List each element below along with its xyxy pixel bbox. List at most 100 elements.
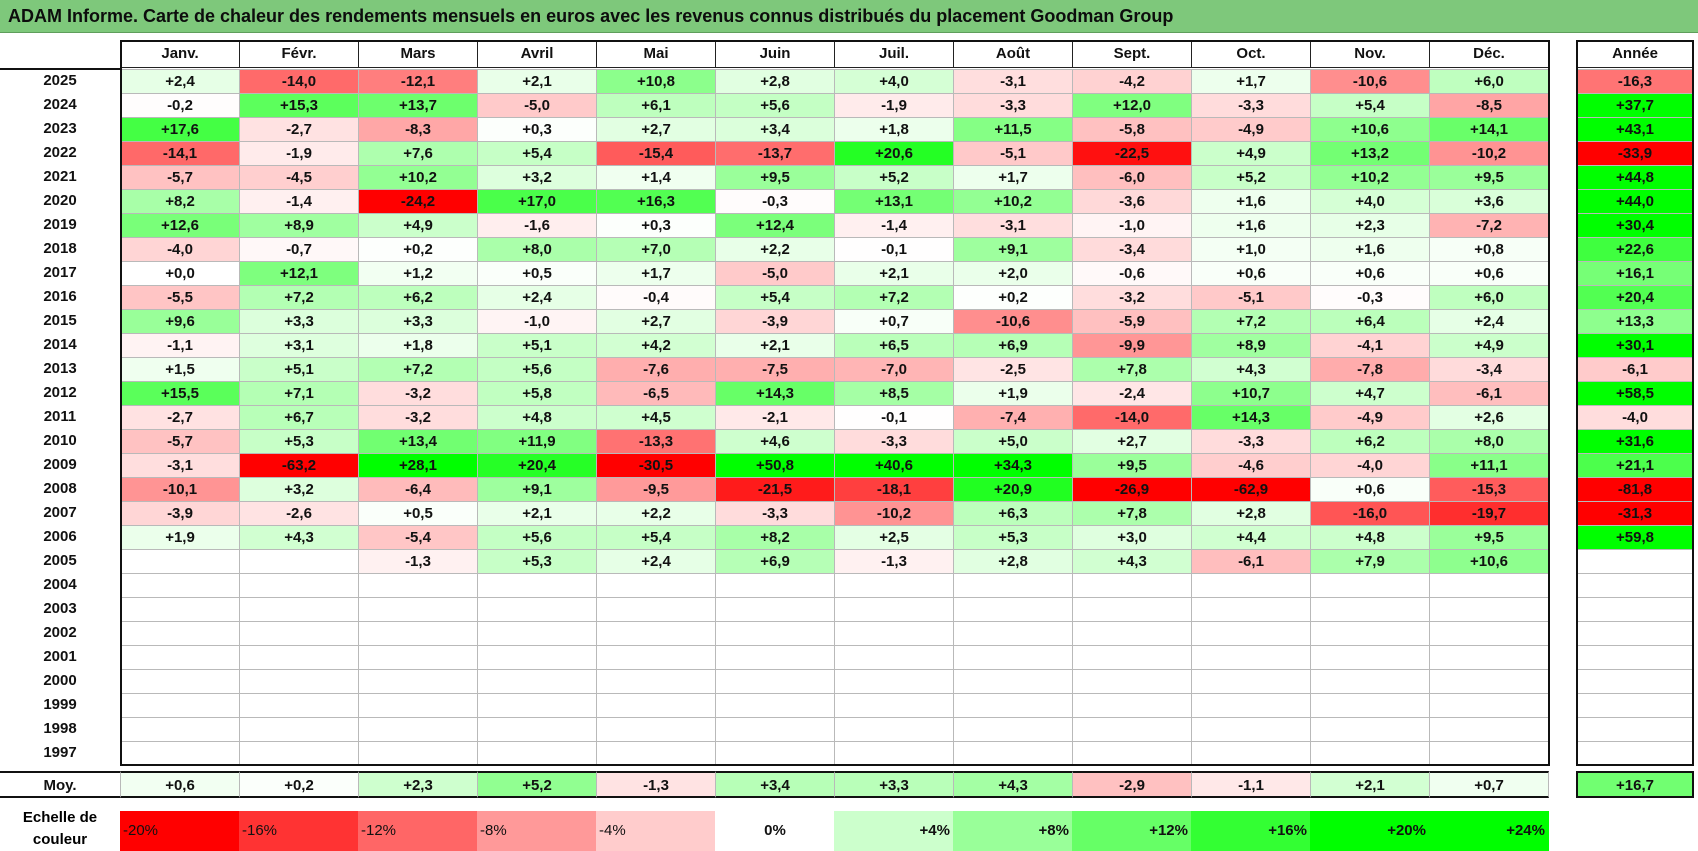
heatmap-cell: +1,7 bbox=[953, 165, 1073, 190]
average-cell: -1,3 bbox=[596, 771, 716, 798]
heatmap-cell: +4,0 bbox=[834, 69, 954, 94]
annual-cell bbox=[1576, 717, 1694, 742]
heatmap-cell: +2,8 bbox=[1191, 501, 1311, 526]
heatmap-cell: -4,1 bbox=[1310, 333, 1430, 358]
heatmap-cell: +1,6 bbox=[1191, 213, 1311, 238]
heatmap-cell: +1,7 bbox=[596, 261, 716, 286]
heatmap-cell: -1,3 bbox=[358, 549, 478, 574]
heatmap-cell bbox=[1310, 717, 1430, 742]
heatmap-cell: -5,1 bbox=[1191, 285, 1311, 310]
heatmap-cell: -3,2 bbox=[358, 381, 478, 406]
heatmap-cell bbox=[1429, 717, 1549, 742]
heatmap-cell bbox=[596, 621, 716, 646]
annual-cell: +44,0 bbox=[1576, 189, 1694, 214]
heatmap-cell: -4,2 bbox=[1072, 69, 1192, 94]
heatmap-cell bbox=[477, 693, 597, 718]
header-divider bbox=[0, 68, 120, 70]
heatmap-cell: +10,2 bbox=[358, 165, 478, 190]
color-scale-swatch: 0% bbox=[715, 811, 835, 851]
heatmap-cell: +7,2 bbox=[834, 285, 954, 310]
month-header: Sept. bbox=[1072, 40, 1192, 68]
heatmap-cell: -3,2 bbox=[1072, 285, 1192, 310]
heatmap-cell bbox=[358, 741, 478, 766]
heatmap-cell bbox=[834, 645, 954, 670]
year-label: 2013 bbox=[43, 360, 77, 377]
heatmap-cell bbox=[1072, 717, 1192, 742]
annual-cell bbox=[1576, 621, 1694, 646]
heatmap-cell bbox=[1310, 621, 1430, 646]
average-cell: -1,1 bbox=[1191, 771, 1311, 798]
heatmap-cell: -19,7 bbox=[1429, 501, 1549, 526]
year-label: 2021 bbox=[43, 168, 77, 185]
heatmap-cell: -7,2 bbox=[1429, 213, 1549, 238]
heatmap-cell: -1,4 bbox=[834, 213, 954, 238]
heatmap-cell bbox=[477, 741, 597, 766]
heatmap-cell: +6,2 bbox=[1310, 429, 1430, 454]
heatmap-cell: -3,9 bbox=[715, 309, 835, 334]
heatmap-cell: +4,0 bbox=[1310, 189, 1430, 214]
heatmap-cell: -4,6 bbox=[1191, 453, 1311, 478]
heatmap-cell: -0,7 bbox=[239, 237, 359, 262]
heatmap-cell: +4,4 bbox=[1191, 525, 1311, 550]
heatmap-cell: +10,2 bbox=[953, 189, 1073, 214]
heatmap-cell: +13,2 bbox=[1310, 141, 1430, 166]
heatmap-cell: -8,5 bbox=[1429, 93, 1549, 118]
average-cell: +5,2 bbox=[477, 771, 597, 798]
heatmap-cell bbox=[715, 645, 835, 670]
heatmap-cell: +1,5 bbox=[120, 357, 240, 382]
heatmap-cell bbox=[239, 669, 359, 694]
heatmap-cell: +0,2 bbox=[953, 285, 1073, 310]
heatmap-cell: -15,4 bbox=[596, 141, 716, 166]
color-scale-swatch: +4% bbox=[834, 811, 954, 851]
heatmap-cell bbox=[477, 573, 597, 598]
average-cell: +0,6 bbox=[120, 771, 240, 798]
heatmap-cell bbox=[715, 573, 835, 598]
heatmap-cell: +5,6 bbox=[477, 357, 597, 382]
heatmap-cell bbox=[239, 597, 359, 622]
heatmap-cell bbox=[1191, 693, 1311, 718]
heatmap-cell bbox=[1072, 693, 1192, 718]
heatmap-cell bbox=[1191, 573, 1311, 598]
heatmap-cell: +12,1 bbox=[239, 261, 359, 286]
heatmap-cell: +4,6 bbox=[715, 429, 835, 454]
heatmap-cell bbox=[834, 669, 954, 694]
heatmap-cell: -10,6 bbox=[953, 309, 1073, 334]
heatmap-cell: -4,9 bbox=[1191, 117, 1311, 142]
heatmap-cell bbox=[1429, 693, 1549, 718]
heatmap-cell: +16,3 bbox=[596, 189, 716, 214]
heatmap-cell: -0,1 bbox=[834, 405, 954, 430]
heatmap-cell: -26,9 bbox=[1072, 477, 1192, 502]
annual-cell: +16,1 bbox=[1576, 261, 1694, 286]
heatmap-cell: -5,1 bbox=[953, 141, 1073, 166]
heatmap-cell bbox=[953, 645, 1073, 670]
heatmap-cell: -10,6 bbox=[1310, 69, 1430, 94]
heatmap-cell: +6,0 bbox=[1429, 69, 1549, 94]
heatmap-cell bbox=[1072, 573, 1192, 598]
heatmap-cell: -1,9 bbox=[834, 93, 954, 118]
color-scale-label: Echelle de couleur bbox=[0, 807, 120, 851]
heatmap-cell bbox=[1072, 741, 1192, 766]
heatmap-cell: +14,3 bbox=[1191, 405, 1311, 430]
heatmap-cell: -21,5 bbox=[715, 477, 835, 502]
average-cell: +2,1 bbox=[1310, 771, 1430, 798]
heatmap-cell: -0,3 bbox=[1310, 285, 1430, 310]
heatmap-cell: -3,4 bbox=[1072, 237, 1192, 262]
heatmap-cell: +0,3 bbox=[596, 213, 716, 238]
heatmap-cell bbox=[953, 693, 1073, 718]
heatmap-cell bbox=[596, 741, 716, 766]
heatmap-cell: +4,9 bbox=[1191, 141, 1311, 166]
heatmap-cell bbox=[953, 597, 1073, 622]
year-label: 2009 bbox=[43, 456, 77, 473]
heatmap-cell: -1,3 bbox=[834, 549, 954, 574]
heatmap-cell: +2,6 bbox=[1429, 405, 1549, 430]
heatmap-cell bbox=[596, 669, 716, 694]
heatmap-cell: +6,9 bbox=[715, 549, 835, 574]
annual-cell: +37,7 bbox=[1576, 93, 1694, 118]
heatmap-cell: +11,1 bbox=[1429, 453, 1549, 478]
heatmap-cell: +7,9 bbox=[1310, 549, 1430, 574]
heatmap-cell: +0,6 bbox=[1310, 477, 1430, 502]
heatmap-cell: +1,8 bbox=[834, 117, 954, 142]
heatmap-cell: +14,1 bbox=[1429, 117, 1549, 142]
heatmap-cell bbox=[120, 741, 240, 766]
heatmap-cell bbox=[834, 621, 954, 646]
